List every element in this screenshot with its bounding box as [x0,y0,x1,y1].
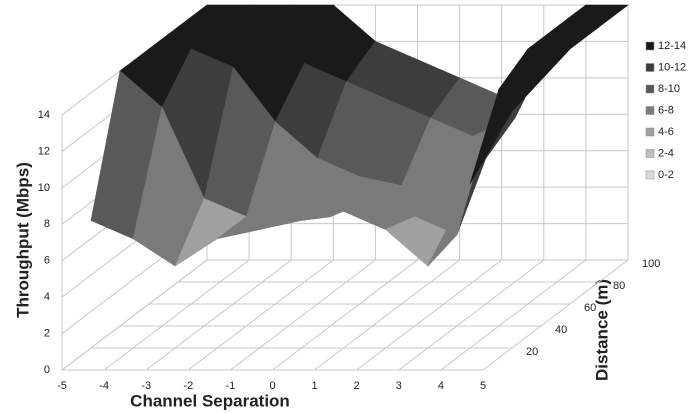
floor-line [187,259,334,371]
x-axis-title: Channel Separation [130,391,290,410]
y-tick-label: 0 [44,364,50,376]
depth-tick-label: 80 [613,280,625,292]
floor-line [145,259,292,371]
x-tick-label: 3 [396,380,402,392]
legend-label: 6-8 [658,104,674,116]
surface-patch [556,4,629,28]
x-tick-label: 1 [312,380,318,392]
surface-patch [469,79,542,185]
floor-line [440,259,587,371]
depth-axis-title: Distance (m) [592,279,611,381]
floor-line [272,259,418,371]
y-tick-label: 6 [44,255,50,267]
legend-label: 10-12 [658,61,686,73]
x-tick-label: 2 [354,380,360,392]
depth-tick-label: 100 [642,258,660,270]
y-tick-label: 2 [44,327,50,339]
y-tick-label: 14 [38,109,50,121]
legend-label: 0-2 [658,169,674,181]
depth-tick-label: 20 [526,346,538,358]
x-tick-label: 4 [438,380,444,392]
floor-line [482,259,629,371]
legend-swatch [645,127,655,137]
surface-patch [527,26,600,50]
floor-line [230,259,376,371]
y-tick-label: 4 [44,291,50,303]
floor-line [398,259,545,371]
floor-line [61,259,208,371]
legend-label: 4-6 [658,126,674,138]
legend-swatch [645,63,655,72]
x-tick-label: 0 [269,380,275,392]
floor-line [356,259,503,371]
x-tick-label: -4 [99,380,109,392]
floor-line [103,259,250,371]
y-tick-label: 10 [38,182,50,194]
depth-tick-label: 40 [555,324,567,336]
legend-swatch [645,41,655,51]
legend-label: 2-4 [658,147,674,159]
legend-label: 8-10 [658,83,680,95]
x-tick-label: 5 [480,380,486,392]
x-tick-label: -2 [183,380,193,392]
y-axis-title: Throughput (Mbps) [13,162,32,318]
x-tick-label: -5 [57,380,67,392]
depth-tick-label: 60 [584,302,596,314]
legend-swatch [645,84,655,94]
legend-swatch [645,170,655,180]
x-tick-label: -1 [226,380,236,392]
floor-line [314,259,460,371]
y-tick-label: 8 [44,218,50,230]
y-tick-label: 12 [38,145,50,157]
x-tick-label: -3 [141,380,151,392]
legend-swatch [645,149,655,158]
legend-swatch [645,106,655,115]
legend-label: 12-14 [658,40,686,52]
